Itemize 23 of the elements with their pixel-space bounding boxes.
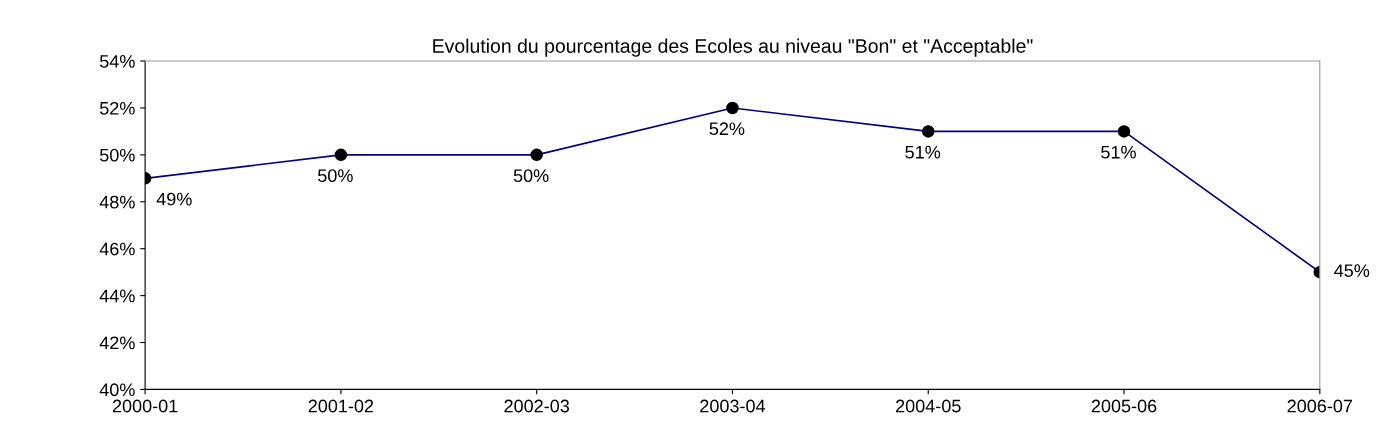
data-label: 51% [1101,145,1136,159]
x-tick-label: 2003-04 [700,399,766,413]
data-label: 52% [709,122,745,136]
data-label: 50% [317,169,353,183]
y-tick-label: 44% [99,289,135,303]
y-tick-label: 42% [99,336,135,350]
x-tick-label: 2005-06 [1091,399,1157,413]
y-tick-label: 48% [99,195,135,209]
y-tick-label: 54% [99,55,135,68]
data-label: 49% [156,192,192,206]
x-tick-label: 2004-05 [896,399,961,413]
y-tick-label: 46% [99,242,135,256]
data-label: 51% [905,145,941,159]
y-tick-label: 50% [99,148,135,162]
y-tick-label: 40% [99,383,135,397]
data-label: 50% [513,169,549,183]
x-tick-label: 2002-03 [504,399,570,413]
x-tick-label: 2001-02 [308,399,374,413]
y-tick-label: 52% [99,101,135,115]
x-tick-label: 2006-07 [1287,399,1353,413]
x-tick-label: 2000-01 [112,399,178,413]
data-label: 45% [1334,264,1370,277]
chart-title: Evolution du pourcentage des Ecoles au niveau "Bon" et "Acceptable" [433,38,1033,57]
